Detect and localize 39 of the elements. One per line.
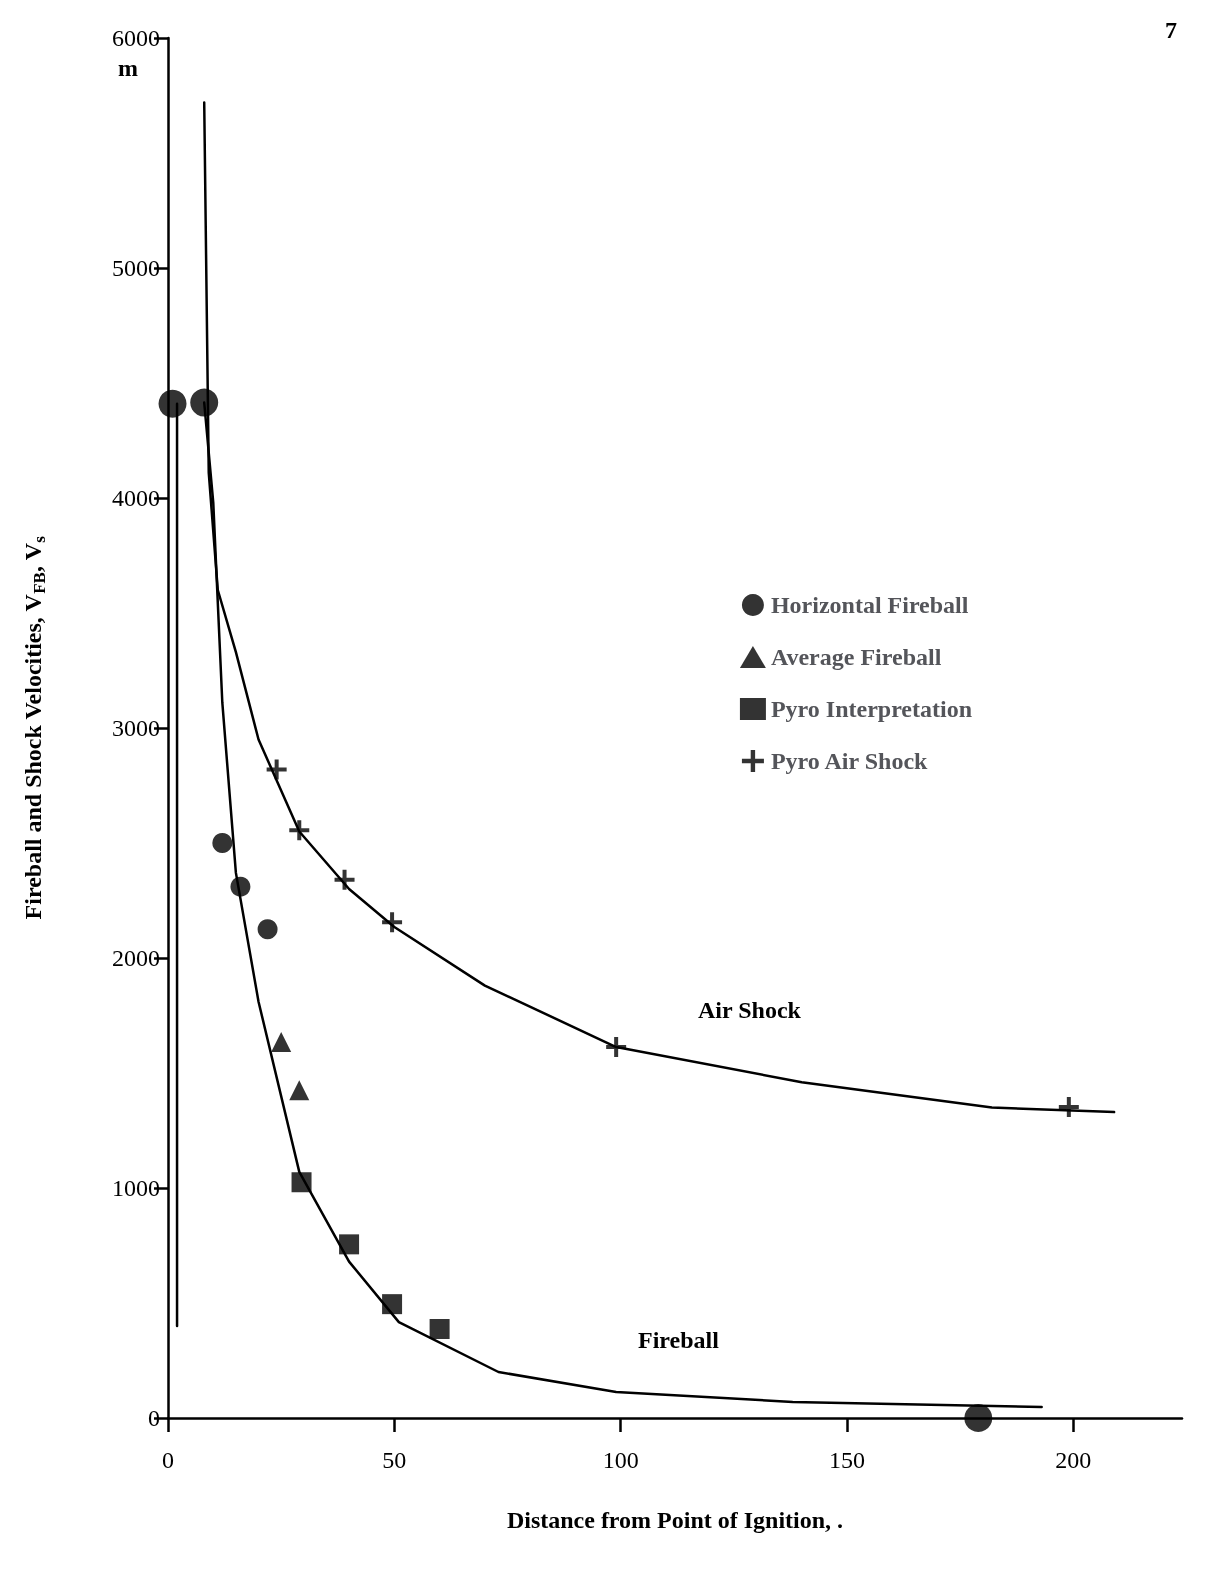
point — [339, 1234, 360, 1255]
point — [334, 869, 355, 890]
legend-label: Pyro Interpretation — [770, 696, 973, 722]
y-tick-label: 4000 — [112, 485, 160, 511]
point — [289, 1080, 310, 1101]
point — [1058, 1097, 1079, 1118]
legend-label: Average Fireball — [770, 644, 942, 670]
point — [257, 919, 278, 940]
y-axis-title: Fireball and Shock Velocities, VFB, Vs — [19, 535, 49, 920]
x-tick-label: 200 — [1055, 1447, 1092, 1473]
point — [606, 1037, 627, 1058]
y-tick-label: 0 — [148, 1405, 160, 1431]
point — [382, 1294, 403, 1315]
point — [429, 1318, 450, 1339]
y-tick-label: 3000 — [112, 715, 160, 741]
x-tick-label: 50 — [382, 1447, 407, 1473]
annotation: Air Shock — [698, 997, 802, 1023]
x-tick-label: 150 — [829, 1447, 866, 1473]
annotation: 7 — [1165, 17, 1177, 43]
legend-label: Horizontal Fireball — [770, 592, 969, 618]
y-tick-label: 1000 — [112, 1175, 160, 1201]
point — [291, 1172, 312, 1193]
point — [289, 820, 310, 841]
x-axis-title: Distance from Point of Ignition, . — [506, 1507, 844, 1533]
point — [266, 759, 287, 780]
y-tick-label: 2000 — [112, 945, 160, 971]
text: m — [118, 55, 138, 81]
legend-label: Pyro Air Shock — [770, 748, 929, 774]
point — [964, 1404, 993, 1432]
x-tick-label: 100 — [602, 1447, 639, 1473]
point — [158, 389, 187, 418]
point — [190, 388, 219, 417]
point — [230, 876, 251, 897]
point — [271, 1031, 292, 1052]
y-tick-label: 5000 — [112, 255, 160, 281]
y-tick-label: 6000 — [112, 25, 160, 51]
annotation: Fireball — [638, 1327, 720, 1353]
point — [382, 912, 403, 933]
point — [212, 833, 233, 853]
